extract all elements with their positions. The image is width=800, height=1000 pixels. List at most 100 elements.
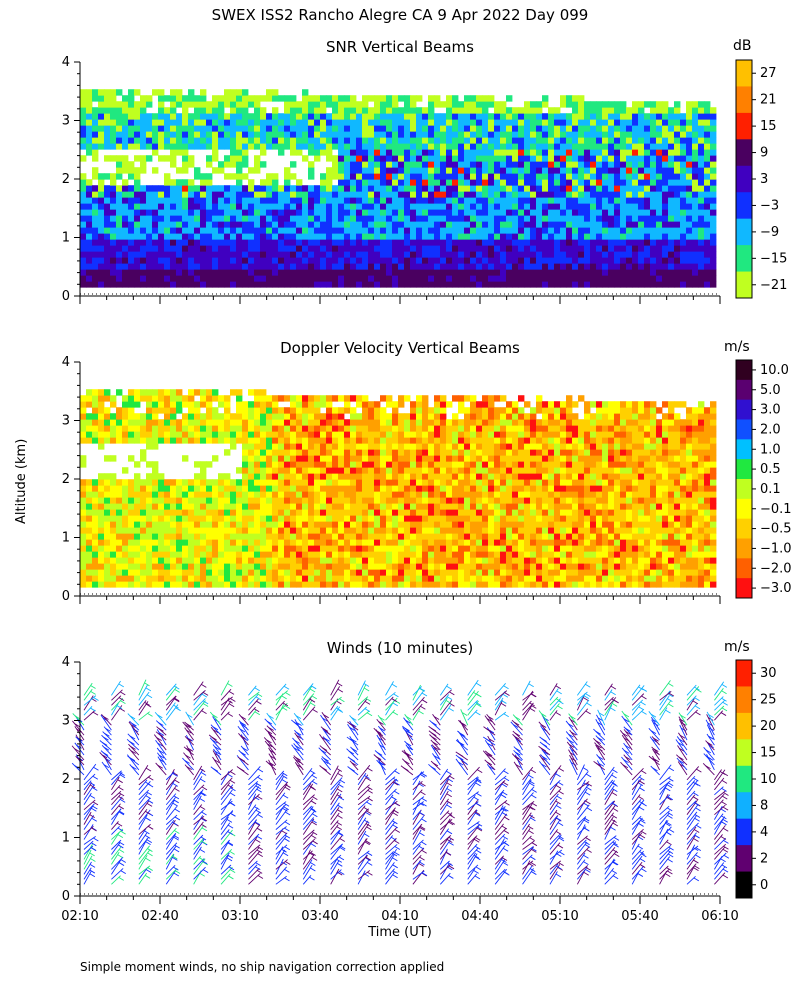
snr-colorbar-swatch: [736, 139, 752, 167]
doppler-colorbar-label: −2.0: [760, 561, 792, 576]
winds-colorbar-swatch: [736, 792, 752, 820]
snr-colorbar-label: 9: [760, 146, 768, 161]
doppler-colorbar-label: 10.0: [760, 363, 789, 378]
winds-panel-title: Winds (10 minutes): [326, 639, 474, 657]
winds-y-tick-label: 0: [62, 889, 70, 904]
snr-colorbar-label: 15: [760, 119, 777, 134]
doppler-colorbar-label: 0.1: [760, 482, 781, 497]
snr-y-tick-label: 1: [62, 231, 70, 246]
doppler-colorbar-label: 3.0: [760, 403, 781, 418]
winds-x-tick-label: 04:40: [461, 909, 498, 924]
snr-colorbar-label: −9: [760, 225, 779, 240]
footnote: Simple moment winds, no ship navigation …: [80, 960, 445, 974]
winds-colorbar-label: 25: [760, 693, 777, 708]
figure-title: SWEX ISS2 Rancho Alegre CA 9 Apr 2022 Da…: [211, 6, 589, 24]
doppler-colorbar-swatch: [736, 360, 752, 381]
doppler-colorbar-swatch: [736, 479, 752, 500]
doppler-colorbar-unit: m/s: [724, 339, 750, 355]
doppler-colorbar-label: −0.1: [760, 502, 792, 517]
snr-colorbar-swatch: [736, 245, 752, 273]
winds-colorbar-swatch: [736, 660, 752, 687]
winds-colorbar-label: 2: [760, 851, 768, 866]
doppler-colorbar-swatch: [736, 518, 752, 539]
snr-colorbar-label: 3: [760, 172, 768, 187]
snr-colorbar-label: −21: [760, 278, 787, 293]
snr-colorbar-label: −3: [760, 198, 779, 213]
snr-y-tick-label: 3: [62, 114, 70, 129]
winds-colorbar-label: 0: [760, 878, 768, 893]
winds-x-tick-label: 05:10: [541, 909, 578, 924]
snr-colorbar-swatch: [736, 165, 752, 193]
winds-colorbar-label: 8: [760, 798, 768, 813]
snr-y-tick-label: 0: [62, 289, 70, 304]
winds-colorbar-label: 30: [760, 666, 777, 681]
doppler-colorbar-swatch: [736, 439, 752, 460]
snr-colorbar-swatch: [736, 60, 752, 87]
snr-heatmap-panel: 0 1 2 3 4 27 21 15 9 3 −3 −9 −15 −21: [62, 55, 787, 304]
snr-y-tick-label: 4: [62, 55, 70, 70]
winds-colorbar-unit: m/s: [724, 639, 750, 655]
winds-colorbar-swatch: [736, 845, 752, 873]
winds-x-tick-label: 03:10: [221, 909, 258, 924]
doppler-colorbar-swatch: [736, 538, 752, 559]
doppler-heatmap-panel: 0 1 2 3 4 10.0 5.0 3.0 2.0 1.0 0.5 0.1 −0.1 −0.5 −1.0 −…: [62, 355, 792, 604]
snr-colorbar-swatch: [736, 112, 752, 140]
snr-colorbar-swatch: [736, 86, 752, 114]
doppler-colorbar-swatch: [736, 558, 752, 579]
winds-barb-panel: 0 1 2 3 4 02:10 02:40 03:10 03:40 04:10 04:40 05:10…: [61, 655, 777, 940]
winds-colorbar-swatch: [736, 765, 752, 793]
snr-colorbar-unit: dB: [733, 38, 752, 54]
snr-colorbar-label: 27: [760, 66, 777, 81]
doppler-panel-title: Doppler Velocity Vertical Beams: [280, 339, 520, 357]
snr-colorbar-label: 21: [760, 93, 777, 108]
doppler-y-tick-label: 3: [62, 414, 70, 429]
winds-barbs: [71, 679, 730, 885]
snr-colorbar-swatch: [736, 271, 752, 299]
snr-colorbar-swatch: [736, 192, 752, 220]
winds-colorbar-swatch: [736, 712, 752, 740]
winds-colorbar-swatch: [736, 686, 752, 714]
doppler-colorbar-swatch: [736, 379, 752, 401]
doppler-colorbar-label: 5.0: [760, 383, 781, 398]
doppler-colorbar-label: 1.0: [760, 442, 781, 457]
winds-x-tick-label: 03:40: [301, 909, 338, 924]
winds-colorbar-swatch: [736, 871, 752, 899]
winds-colorbar-label: 4: [760, 825, 768, 840]
winds-x-tick-label: 04:10: [381, 909, 418, 924]
snr-colorbar-swatch: [736, 218, 752, 246]
doppler-y-tick-label: 1: [62, 531, 70, 546]
doppler-colorbar-swatch: [736, 498, 752, 520]
doppler-heatmap-cells: [80, 389, 717, 588]
doppler-colorbar-label: −3.0: [760, 581, 792, 596]
winds-y-tick-label: 4: [62, 655, 70, 670]
doppler-colorbar-label: 2.0: [760, 422, 781, 437]
doppler-colorbar-swatch: [736, 459, 752, 480]
doppler-colorbar-swatch: [736, 399, 752, 420]
winds-colorbar-label: 20: [760, 719, 777, 734]
winds-colorbar-swatch: [736, 818, 752, 846]
x-axis-label: Time (UT): [367, 925, 432, 940]
winds-x-tick-label: 05:40: [621, 909, 658, 924]
snr-panel-title: SNR Vertical Beams: [326, 38, 474, 56]
doppler-y-tick-label: 2: [62, 472, 70, 487]
doppler-colorbar-frame: [735, 359, 753, 599]
winds-x-tick-label: 02:10: [61, 909, 98, 924]
doppler-colorbar-swatch: [736, 419, 752, 440]
doppler-colorbar-label: −1.0: [760, 541, 792, 556]
doppler-colorbar-swatch: [736, 578, 752, 599]
snr-colorbar-label: −15: [760, 251, 787, 266]
doppler-y-tick-label: 4: [62, 355, 70, 370]
winds-y-tick-label: 1: [62, 831, 70, 846]
snr-y-tick-label: 2: [62, 172, 70, 187]
winds-colorbar-label: 15: [760, 746, 777, 761]
winds-x-tick-label: 06:10: [701, 909, 738, 924]
doppler-colorbar-label: 0.5: [760, 462, 781, 477]
winds-colorbar-swatch: [736, 739, 752, 767]
doppler-y-tick-label: 0: [62, 589, 70, 604]
winds-y-tick-label: 3: [62, 714, 70, 729]
winds-y-tick-label: 2: [62, 772, 70, 787]
winds-colorbar-label: 10: [760, 772, 777, 787]
doppler-colorbar-label: −0.5: [760, 522, 792, 537]
winds-x-tick-label: 02:40: [141, 909, 178, 924]
snr-heatmap-cells: [80, 89, 717, 288]
